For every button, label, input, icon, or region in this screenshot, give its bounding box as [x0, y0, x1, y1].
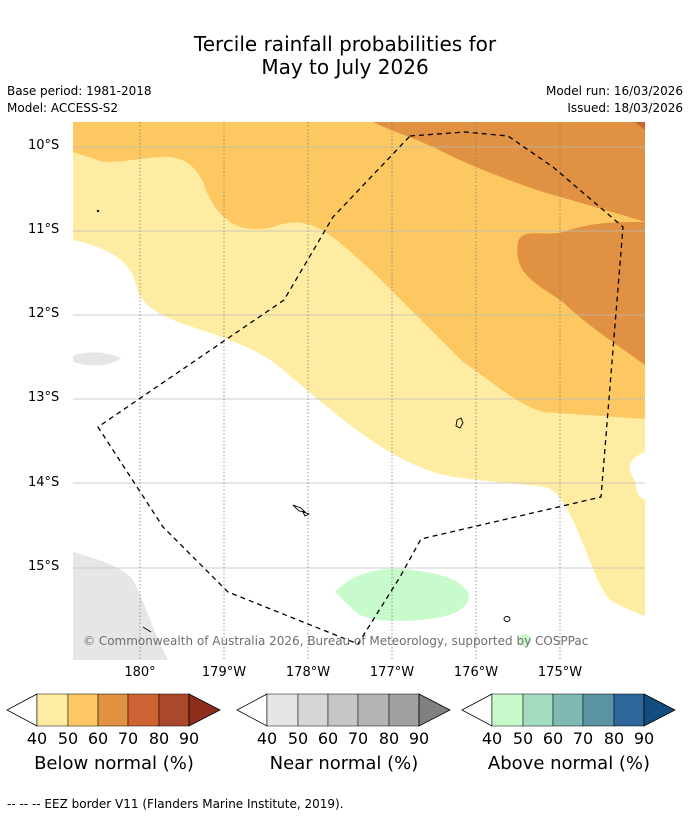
- region-below-normal-40-southeast: [613, 574, 645, 612]
- region-below-normal-60-east: [517, 222, 645, 365]
- region-above-normal-40: [335, 568, 469, 621]
- colorbar-tick: 90: [408, 729, 430, 748]
- y-tick-label: 12°S: [28, 306, 60, 321]
- colorbar-tick: 70: [572, 729, 594, 748]
- y-tick-label: 14°S: [28, 475, 60, 490]
- rainfall-probability-map: © Commonwealth of Australia 2026, Bureau…: [73, 122, 645, 660]
- colorbar-tick: 40: [26, 729, 48, 748]
- colorbar-tick: 70: [117, 729, 139, 748]
- x-tick-label: 180°: [124, 665, 156, 680]
- y-tick-label: 11°S: [28, 222, 60, 237]
- colorbar-title-above-normal: Above normal (%): [487, 753, 651, 774]
- colorbar-segment: [158, 693, 190, 727]
- region-near-normal-west: [73, 352, 121, 366]
- x-tick-label: 176°W: [453, 665, 499, 680]
- eez-border: [97, 131, 624, 645]
- colorbar-tick: 90: [178, 729, 200, 748]
- region-below-normal-70-corner: [635, 122, 645, 130]
- colorbar-tick: 70: [347, 729, 369, 748]
- colorbar-tick: 40: [481, 729, 503, 748]
- model-run-label: Model run: 16/03/2026: [545, 84, 683, 98]
- y-tick-label: 13°S: [28, 390, 60, 405]
- colorbar-segment: [388, 693, 420, 727]
- colorbar-tick: 60: [317, 729, 339, 748]
- region-no-signal-east: [629, 452, 645, 500]
- colorbar-extend-high: [643, 693, 676, 727]
- colorbar-segment: [613, 693, 645, 727]
- y-tick-label: 10°S: [28, 138, 60, 153]
- base-period-label: Base period: 1981-2018: [7, 84, 152, 98]
- latitude-gridlines: [73, 146, 645, 569]
- colorbar-tick: 50: [512, 729, 534, 748]
- colorbar-extend-low: [6, 693, 38, 727]
- colorbar-segment: [36, 693, 69, 727]
- colorbar-segment: [522, 693, 554, 727]
- colorbar-tick: 60: [542, 729, 564, 748]
- copyright-text: © Commonwealth of Australia 2026, Bureau…: [83, 634, 588, 648]
- map-title-line2: May to July 2026: [261, 55, 429, 79]
- colorbar-tick: 50: [57, 729, 79, 748]
- colorbar-tick: 40: [256, 729, 278, 748]
- region-near-normal-southwest: [73, 552, 168, 660]
- y-tick-label: 15°S: [28, 559, 60, 574]
- colorbar-segment: [491, 693, 524, 727]
- issued-label: Issued: 18/03/2026: [567, 101, 683, 115]
- colorbar-segment: [127, 693, 160, 727]
- colorbar-segment: [67, 693, 99, 727]
- colorbar-tick: 60: [87, 729, 109, 748]
- colorbar-segment: [582, 693, 615, 727]
- colorbar-extend-high: [418, 693, 451, 727]
- colorbar-segment: [97, 693, 129, 727]
- colorbar-segment: [357, 693, 390, 727]
- colorbar-below-normal: [6, 693, 221, 727]
- colorbar-tick: 80: [378, 729, 400, 748]
- colorbar-segment: [297, 693, 329, 727]
- colorbar-segment: [552, 693, 584, 727]
- island-outlines: [96, 209, 511, 633]
- region-below-normal-50: [73, 122, 645, 419]
- region-above-normal-islet: [519, 634, 531, 646]
- x-tick-label: 175°W: [537, 665, 583, 680]
- colorbar-tick: 80: [148, 729, 170, 748]
- colorbar-tick: 80: [603, 729, 625, 748]
- eez-footnote: -- -- -- EEZ border V11 (Flanders Marine…: [7, 797, 344, 811]
- colorbar-near-normal: [236, 693, 451, 727]
- x-tick-label: 177°W: [369, 665, 415, 680]
- x-tick-label: 178°W: [285, 665, 331, 680]
- model-label: Model: ACCESS-S2: [7, 101, 119, 115]
- x-tick-label: 179°W: [201, 665, 247, 680]
- colorbar-title-near-normal: Near normal (%): [269, 753, 419, 774]
- colorbar-above-normal: [461, 693, 676, 727]
- colorbar-segment: [266, 693, 299, 727]
- colorbar-tick: 90: [633, 729, 655, 748]
- longitude-gridlines: [139, 122, 561, 660]
- colorbar-extend-high: [188, 693, 221, 727]
- colorbar-title-below-normal: Below normal (%): [34, 753, 194, 774]
- map-title-line1: Tercile rainfall probabilities for: [193, 32, 497, 56]
- colorbar-segment: [327, 693, 359, 727]
- colorbar-extend-low: [461, 693, 493, 727]
- colorbar-tick: 50: [287, 729, 309, 748]
- colorbar-extend-low: [236, 693, 268, 727]
